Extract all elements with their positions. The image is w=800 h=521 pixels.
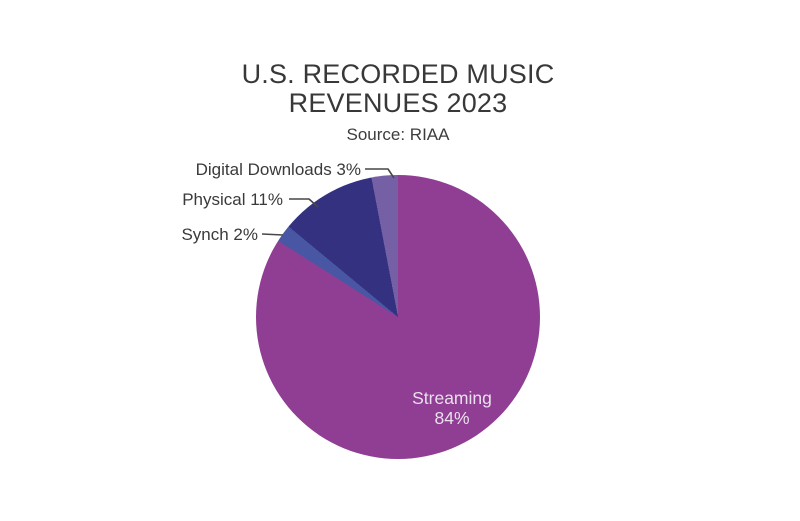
slice-label-streaming-name: Streaming: [412, 388, 492, 408]
chart-source: Source: RIAA: [346, 125, 450, 144]
chart-header: U.S. RECORDED MUSIC REVENUES 2023 Source…: [98, 59, 698, 145]
slice-label-digital-downloads: Digital Downloads 3%: [195, 160, 361, 179]
chart-title-line1: U.S. RECORDED MUSIC: [241, 59, 555, 89]
slice-label-synch: Synch 2%: [181, 225, 258, 244]
chart-title-line2: REVENUES 2023: [288, 88, 508, 118]
slice-label-streaming: Streaming 84%: [381, 388, 523, 428]
pie-chart: [256, 175, 540, 459]
slice-label-physical: Physical 11%: [182, 190, 283, 209]
leader-line-synch: [261, 233, 284, 236]
slice-label-streaming-value: 84%: [434, 408, 470, 428]
